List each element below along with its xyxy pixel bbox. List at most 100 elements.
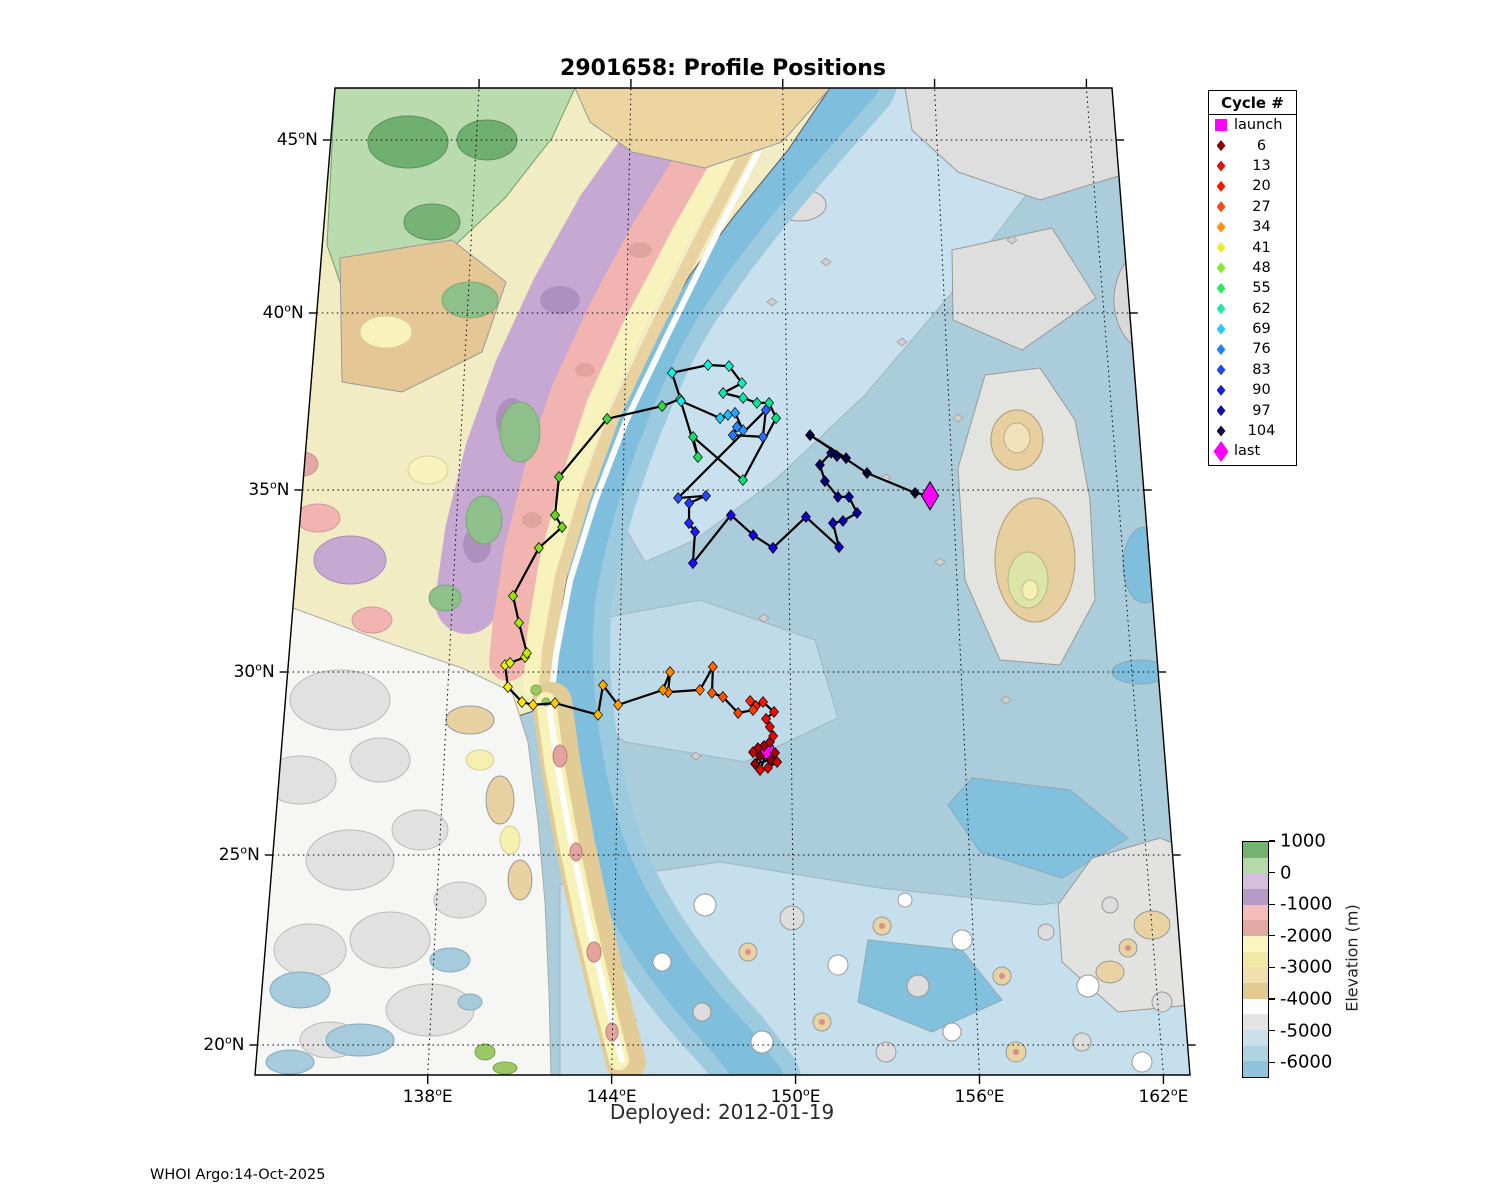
profile-position-marker [910,486,920,499]
lon-tick-label: 162oE [1138,1085,1189,1107]
legend-entries: launch 6 13 20 27 34 41 48 55 62 69 76 83 90 97 104 last [1209,115,1296,462]
colorbar-tick [1269,903,1275,905]
profile-position-marker [717,690,728,703]
diamond-marker-icon [1216,323,1226,335]
legend-entry-label: 90 [1252,382,1271,399]
lon-tick-label: 138oE [402,1085,453,1107]
profile-position-marker [852,506,863,519]
legend-title: Cycle # [1209,91,1296,115]
diamond-marker-icon [1216,262,1226,274]
profile-position-marker [598,679,608,692]
profile-position-marker [514,616,524,629]
profile-position-marker [533,541,544,554]
profile-position-marker [751,396,762,409]
profile-position-marker [737,474,748,487]
profile-position-marker [549,697,560,710]
legend-entry-label: 97 [1252,402,1271,419]
profile-position-marker [676,395,687,408]
profile-position-marker [707,686,717,699]
profile-position-marker [724,360,734,373]
diamond-marker-icon [1216,140,1226,152]
legend-entry: launch [1209,115,1296,135]
profile-position-marker [814,458,825,471]
diamond-marker-icon [1216,160,1226,172]
legend-entry: 69 [1209,319,1296,339]
profile-position-marker [508,589,518,602]
figure-title: 2901658: Profile Positions [560,56,886,81]
profile-position-marker [557,521,568,534]
colorbar-tick-label: 0 [1280,862,1292,884]
diamond-marker-icon [1216,384,1226,396]
profile-position-marker [732,421,742,433]
profile-position-marker [718,387,729,399]
legend-entry-label: last [1234,443,1261,460]
diamond-large-marker-icon [1213,440,1229,462]
profile-position-marker [758,696,768,708]
profile-position-marker [805,429,815,442]
profile-position-marker [748,529,759,542]
elevation-colorbar: 1000 0 -1000 -2000 -3000 -4000 -5000 -6000 [1242,831,1332,1078]
colorbar-tick-label: -2000 [1280,925,1333,947]
legend-entry-label: 20 [1252,178,1271,195]
colorbar-tick-label: -6000 [1280,1051,1333,1073]
legend-entry: 27 [1209,197,1296,217]
colorbar-axis-label: Elevation (m) [1342,904,1362,1012]
legend-entry: 83 [1209,360,1296,380]
colorbar-tick-label: -3000 [1280,956,1333,978]
legend-entry-label: 48 [1252,259,1271,276]
profile-position-marker [692,451,703,464]
legend-entry: 6 [1209,135,1296,155]
lat-tick-label: 20oN [203,1033,245,1055]
profile-position-marker [665,666,676,678]
diamond-marker-icon [1216,343,1226,355]
profile-position-marker [768,541,778,554]
profile-position-marker [752,742,763,755]
profile-position-marker [862,467,872,479]
legend-entry-label: 41 [1252,239,1271,256]
diamond-marker-icon [1216,303,1226,315]
profile-position-marker [707,660,718,673]
profile-position-marker [766,753,776,766]
profile-position-marker [762,761,773,774]
float-trajectory [500,359,940,777]
diamond-marker-icon [1216,364,1226,376]
colorbar-segment [1243,889,1268,905]
legend-entry: 55 [1209,278,1296,298]
profile-position-marker [528,698,539,711]
profile-position-marker [764,720,775,733]
colorbar-segment [1243,936,1268,952]
colorbar-segment [1243,920,1268,937]
colorbar-segment [1243,873,1268,890]
colorbar-tick [1269,966,1275,969]
profile-position-marker [827,517,838,530]
colorbar-tick [1269,1061,1275,1063]
legend-entry: 76 [1209,339,1296,359]
profile-position-marker [748,746,758,759]
map-border [254,87,1191,1076]
profile-position-marker [688,430,699,443]
colorbar-segment [1243,904,1268,921]
legend-entry-label: 13 [1252,157,1271,174]
profile-position-marker [733,707,744,719]
profile-position-marker [657,400,668,413]
profile-position-marker [613,698,624,711]
axis-ticks [249,79,1196,1084]
legend-entry: 97 [1209,400,1296,420]
colorbar-segment [1243,1061,1268,1078]
colorbar-segment [1243,998,1268,1015]
lon-tick-label: 144oE [586,1085,637,1107]
colorbar-segment [1243,1030,1268,1046]
colorbar-segment [1243,857,1268,874]
profile-position-marker [768,730,779,742]
colorbar-segment [1243,983,1268,999]
profile-position-marker [757,430,768,443]
colorbar-segment [1243,951,1268,968]
legend-entry-label: 69 [1252,321,1271,338]
legend-entry: 34 [1209,217,1296,237]
legend-entry-label: 55 [1252,280,1271,297]
profile-position-marker [738,392,749,404]
profile-position-marker [690,525,701,538]
profile-position-marker [837,514,848,527]
profile-position-marker [725,509,736,522]
